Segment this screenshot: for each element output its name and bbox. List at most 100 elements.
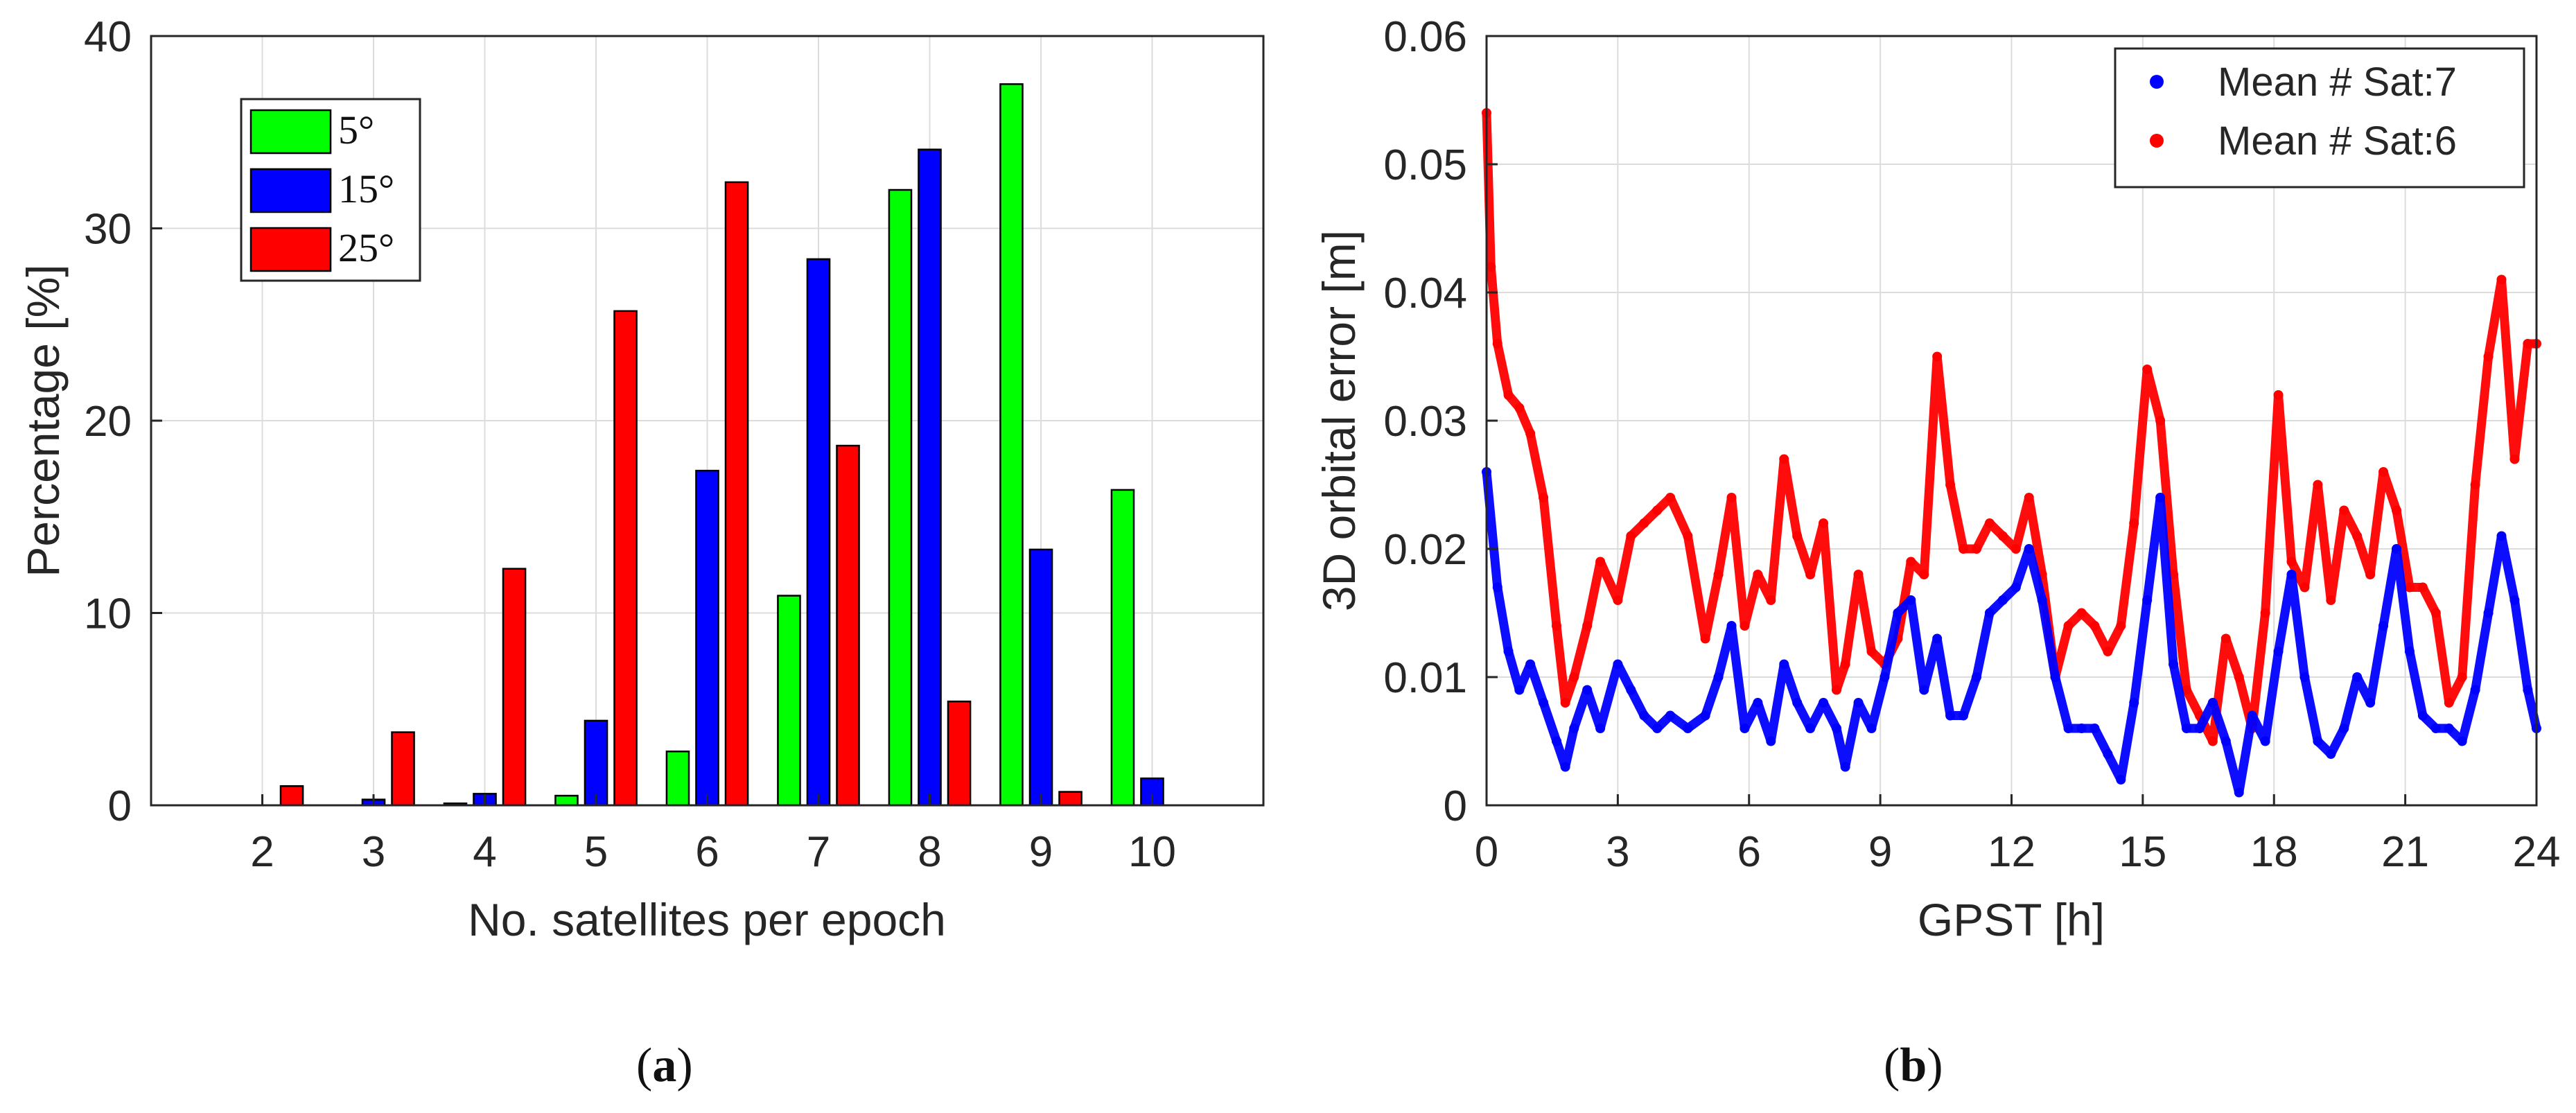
bar-x-axis-label: No. satellites per epoch (468, 894, 946, 945)
bar (1058, 791, 1083, 807)
scatter-point (1740, 724, 1750, 733)
scatter-x-tick-label: 18 (2250, 828, 2298, 876)
scatter-point (2509, 595, 2520, 605)
bar-legend: 5° 15° 25° (240, 98, 421, 282)
scatter-point (1819, 518, 1829, 528)
scatter-point (1853, 698, 1864, 708)
scatter-point (1792, 698, 1803, 708)
scatter-point (2155, 416, 2166, 426)
bar-x-tick-label: 3 (362, 828, 385, 876)
scatter-point (2430, 724, 2441, 733)
scatter-point (2286, 556, 2297, 567)
scatter-point (1932, 633, 1943, 644)
scatter-point (1972, 672, 1981, 682)
scatter-point (1919, 570, 1929, 579)
scatter-x-tick-label: 21 (2381, 828, 2429, 876)
bar-legend-swatch (249, 227, 332, 272)
scatter-x-tick-label: 12 (1988, 828, 2035, 876)
scatter-point (2155, 493, 2166, 502)
scatter-point (1683, 724, 1693, 733)
scatter-point (1503, 647, 1514, 656)
scatter-point (2483, 608, 2494, 618)
scatter-point (2182, 685, 2191, 695)
scatter-point (2234, 672, 2244, 682)
scatter-point (2024, 544, 2034, 554)
scatter-point (2024, 493, 2034, 502)
scatter-point (1805, 570, 1816, 579)
scatter-y-tick-label: 0.03 (1383, 398, 1467, 446)
scatter-point (1906, 595, 1916, 605)
scatter-point (2207, 736, 2218, 746)
panel-label-b: (b) (1884, 1039, 1943, 1092)
scatter-legend-marker (2150, 75, 2164, 89)
bar (806, 258, 831, 807)
scatter-point (1779, 659, 1789, 669)
scatter-point (1560, 698, 1570, 708)
scatter-point (2392, 505, 2401, 516)
scatter-point (1539, 698, 1549, 708)
scatter-x-tick-label: 24 (2513, 828, 2561, 876)
scatter-point (1866, 647, 1877, 656)
bar-chart-panel: 0 10 20 30 40 2 3 4 5 6 7 8 9 10 No. satellites per e… (17, 13, 1265, 1092)
scatter-point (2457, 672, 2467, 682)
bar-y-tick-label: 0 (108, 782, 132, 830)
scatter-point (1932, 351, 1943, 362)
panel-label-a: (a) (636, 1039, 693, 1092)
scatter-point (1840, 762, 1850, 772)
scatter-point (1525, 428, 1536, 439)
scatter-point (1779, 454, 1789, 464)
bar (554, 794, 579, 807)
scatter-point (2037, 595, 2047, 605)
scatter-point (1514, 685, 1525, 695)
scatter-point (2496, 531, 2507, 541)
scatter-point (1539, 493, 1549, 502)
scatter-point (1766, 595, 1776, 605)
bar (279, 785, 304, 807)
scatter-point (1893, 608, 1903, 618)
scatter-point (1713, 570, 1724, 579)
scatter-point (2313, 480, 2323, 490)
scatter-series (1482, 108, 2541, 798)
series-mean-sat-7 (1482, 467, 2541, 798)
scatter-point (2352, 531, 2363, 541)
scatter-point (1626, 685, 1636, 695)
bar-y-tick-label: 20 (84, 398, 132, 446)
scatter-point (1997, 531, 2008, 541)
scatter-point (1569, 724, 1579, 733)
scatter-point (1492, 582, 1502, 593)
scatter-point (1582, 685, 1593, 695)
scatter-y-axis-label: 3D orbital error [m] (1313, 230, 1365, 611)
scatter-point (2365, 570, 2376, 579)
bar (777, 595, 801, 807)
bar (947, 700, 972, 807)
scatter-point (2496, 274, 2507, 285)
bar-x-tick-label: 10 (1128, 828, 1176, 876)
scatter-point (2273, 390, 2284, 400)
scatter-point (2103, 647, 2113, 656)
scatter-x-axis-label: GPST [h] (1918, 894, 2105, 945)
scatter-point (2129, 698, 2139, 708)
scatter-point (2247, 710, 2257, 721)
scatter-point (1984, 608, 1995, 618)
scatter-point (1713, 672, 1724, 682)
bar (1110, 489, 1135, 807)
scatter-point (2076, 724, 2087, 733)
scatter-point (1560, 762, 1570, 772)
bar-x-tick-label: 8 (918, 828, 941, 876)
scatter-x-tick-label: 9 (1868, 828, 1892, 876)
scatter-point (2220, 736, 2231, 746)
scatter-point (2050, 672, 2060, 682)
scatter-point (1700, 633, 1710, 644)
scatter-y-tick-label: 0.06 (1383, 13, 1467, 61)
scatter-point (1613, 659, 1623, 669)
scatter-point (2260, 736, 2270, 746)
scatter-point (2299, 672, 2310, 682)
scatter-point (2483, 351, 2494, 362)
scatter-x-tick-label: 3 (1606, 828, 1629, 876)
scatter-point (1639, 518, 1649, 528)
bar-y-tick-label: 10 (84, 590, 132, 638)
bar (584, 719, 608, 807)
scatter-point (2509, 454, 2520, 464)
bar-x-tick-label: 2 (250, 828, 274, 876)
bar (391, 731, 415, 807)
